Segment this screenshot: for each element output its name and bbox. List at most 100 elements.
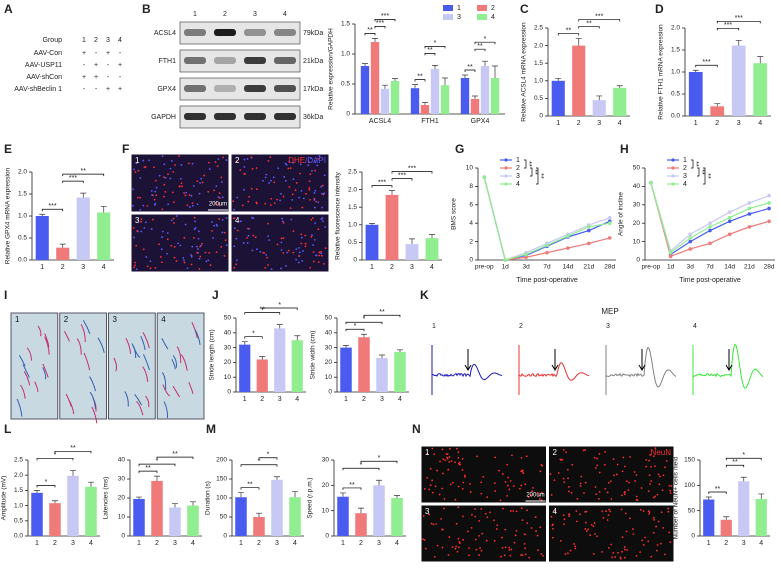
cell-dot: [289, 167, 292, 170]
cell-dot: [314, 189, 317, 192]
panel-letter: H: [620, 142, 629, 156]
cell-dot: [192, 185, 195, 187]
y-axis-label: Duration (s): [205, 481, 212, 515]
band-size: 21kDa: [303, 58, 323, 65]
y-tick-label: 6: [469, 202, 473, 209]
cell-dot: [282, 221, 285, 224]
cell-dot: [515, 529, 518, 532]
x-tick-label: 3: [597, 120, 601, 127]
cell-dot: [512, 510, 515, 512]
cell-dot: [311, 217, 314, 219]
cell-dot: [462, 481, 465, 484]
cell-dot: [507, 484, 509, 487]
cell-dot: [187, 162, 190, 165]
cell-dot: [285, 163, 288, 166]
bar: [271, 479, 283, 536]
cell-dot: [276, 243, 279, 246]
cell-dot: [178, 185, 181, 188]
series-marker: [503, 258, 507, 262]
cell-dot: [552, 523, 554, 526]
cell-dot: [511, 454, 513, 457]
error-bar: [616, 85, 623, 88]
y-tick-label: 0: [469, 257, 473, 264]
cell-dot: [180, 164, 183, 166]
series-marker: [587, 228, 591, 233]
image-tile: [230, 153, 330, 213]
significance-bracket: [62, 180, 84, 184]
significance-bracket: [258, 457, 278, 460]
cell-dot: [502, 507, 504, 510]
cell-dot: [294, 189, 297, 192]
panel-letter: A: [4, 2, 13, 16]
cell-dot: [431, 479, 434, 482]
cell-dot: [247, 234, 250, 237]
cell-dot: [292, 178, 295, 180]
table-cell: +: [118, 86, 122, 93]
error-bar: [472, 95, 478, 99]
cell-dot: [134, 264, 136, 267]
cell-dot: [214, 161, 217, 163]
y-axis-label: Relative ACSL4 mRNA expression: [521, 22, 528, 122]
cell-dot: [493, 482, 496, 485]
cell-dot: [669, 541, 672, 544]
cell-dot: [232, 200, 235, 203]
y-tick-label: 10: [325, 374, 333, 381]
cell-dot: [161, 261, 163, 264]
table-cell: +: [94, 74, 98, 81]
image-tile: [548, 445, 675, 504]
band-name: GAPDH: [151, 114, 176, 121]
blot-band: [274, 85, 296, 92]
significance-bracket: [374, 19, 396, 22]
footprint: [82, 320, 91, 335]
cell-dot: [184, 223, 187, 226]
panel-letter: L: [4, 422, 11, 436]
cell-dot: [623, 556, 626, 559]
x-tick-label: 2: [260, 396, 264, 403]
cell-dot: [493, 519, 495, 522]
cell-dot: [598, 471, 601, 474]
cell-dot: [590, 524, 593, 526]
cell-dot: [154, 190, 157, 193]
cell-dot: [218, 204, 220, 207]
cell-dot: [526, 522, 529, 525]
cell-dot: [444, 459, 447, 462]
table-cell: -: [107, 62, 110, 69]
lane-label: 4: [283, 11, 287, 18]
cell-dot: [628, 481, 630, 484]
significance-bracket: [345, 328, 365, 332]
cell-dot: [171, 191, 174, 194]
cell-dot: [264, 202, 267, 205]
cell-dot: [655, 525, 658, 528]
table-cell: -: [119, 50, 122, 57]
cell-dot: [443, 498, 446, 500]
y-tick-label: 1.0: [348, 222, 357, 229]
cell-dot: [281, 220, 284, 223]
x-tick-label: 1: [137, 540, 141, 547]
cell-dot: [596, 464, 599, 467]
y-tick-label: 1.5: [534, 60, 543, 67]
significance-label: *: [742, 452, 745, 459]
cell-dot: [193, 236, 195, 239]
cell-dot: [199, 182, 202, 184]
significance-label: **: [467, 64, 473, 71]
error-bar: [723, 516, 730, 520]
significance-label: **: [70, 445, 76, 452]
cell-dot: [153, 166, 155, 169]
cell-dot: [282, 252, 285, 254]
cell-dot: [448, 461, 451, 463]
footprint: [65, 393, 72, 407]
cell-dot: [146, 205, 149, 207]
cell-dot: [527, 496, 530, 498]
cell-dot: [174, 164, 176, 166]
footprint: [76, 338, 82, 355]
cell-dot: [601, 551, 603, 553]
cell-dot: [587, 528, 589, 531]
bar: [731, 45, 746, 116]
y-tick-label: 50: [224, 315, 232, 322]
cell-dot: [495, 528, 498, 530]
blot-band: [244, 85, 266, 92]
cell-dot: [284, 179, 287, 182]
x-tick-label: 3: [173, 540, 177, 547]
cell-dot: [537, 549, 539, 552]
cell-dot: [654, 465, 656, 468]
